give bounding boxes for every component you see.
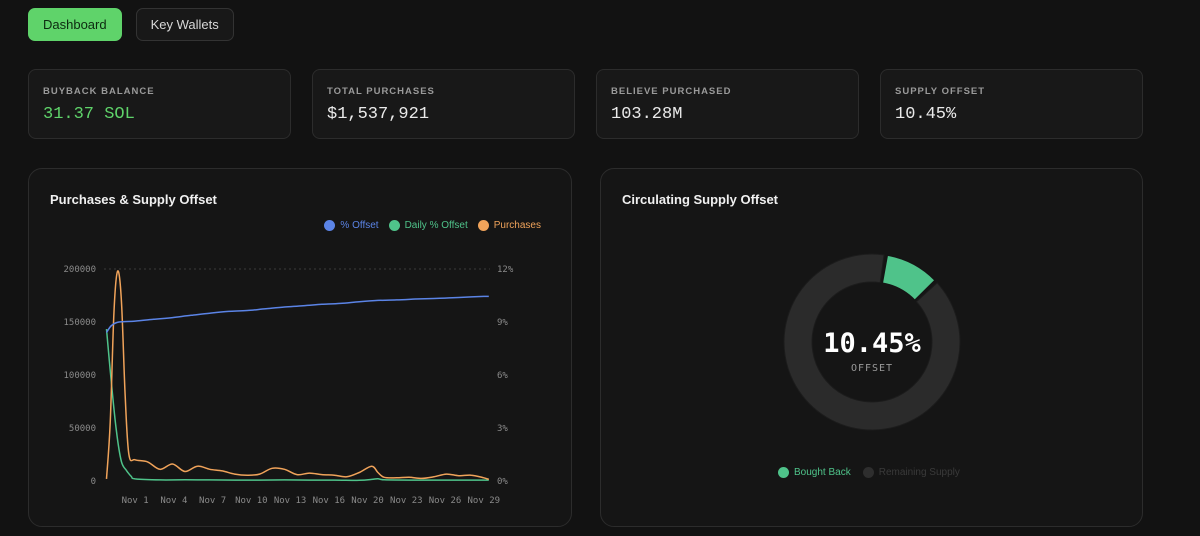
series-line-offset[interactable] — [105, 295, 489, 334]
stat-card-buyback-balance: BUYBACK BALANCE 31.37 SOL — [28, 69, 291, 139]
panel-title: Purchases & Supply Offset — [50, 192, 217, 207]
y-left-tick-label: 50000 — [69, 424, 96, 434]
y-left-tick-label: 200000 — [63, 265, 96, 275]
supply-offset-panel: Circulating Supply Offset 10.45% OFFSET B… — [600, 168, 1143, 527]
legend-label: % Offset — [340, 220, 379, 231]
donut-center-label: OFFSET — [851, 363, 893, 374]
x-tick-label: Nov 7 — [199, 496, 226, 506]
legend-item-remaining-supply[interactable]: Remaining Supply — [862, 467, 960, 478]
legend-label: Bought Back — [794, 467, 851, 478]
y-right-tick-label: 12% — [497, 265, 514, 275]
stat-label: TOTAL PURCHASES — [327, 86, 435, 97]
stat-label: BUYBACK BALANCE — [43, 86, 155, 97]
legend-item-purchases[interactable]: Purchases — [477, 220, 541, 231]
legend-swatch — [477, 220, 489, 231]
donut-slice-bought-back[interactable] — [881, 254, 936, 301]
donut-center-value: 10.45% — [823, 328, 921, 359]
donut-slice-remaining-supply[interactable] — [783, 253, 961, 431]
donut-legend: Bought Back Remaining Supply — [778, 467, 960, 478]
stat-card-total-purchases: TOTAL PURCHASES $1,537,921 — [312, 69, 575, 139]
x-tick-label: Nov 1 — [122, 496, 149, 506]
panel-title: Circulating Supply Offset — [622, 192, 779, 207]
stat-card-supply-offset: SUPPLY OFFSET 10.45% — [880, 69, 1143, 139]
stat-value: 31.37 SOL — [43, 105, 135, 124]
legend-item-bought-back[interactable]: Bought Back — [778, 467, 851, 478]
x-tick-label: Nov 23 — [390, 496, 423, 506]
stat-card-believe-purchased: BELIEVE PURCHASED 103.28M — [596, 69, 859, 139]
stat-value: 103.28M — [611, 105, 683, 124]
x-tick-label: Nov 16 — [313, 496, 346, 506]
stat-value: $1,537,921 — [327, 105, 430, 124]
y-left-tick-label: 150000 — [63, 318, 96, 328]
y-right-tick-label: 9% — [497, 318, 508, 328]
x-tick-label: Nov 13 — [274, 496, 307, 506]
legend-item-daily-offset[interactable]: Daily % Offset — [388, 220, 468, 231]
legend-swatch — [778, 467, 789, 478]
series-line-purchases[interactable] — [105, 270, 490, 481]
y-right-tick-label: 6% — [497, 371, 508, 381]
chart-legend: % Offset Daily % Offset Purchases — [324, 220, 541, 231]
series-line-daily-offset[interactable] — [105, 329, 489, 482]
donut-chart: 10.45% OFFSET — [783, 253, 961, 431]
purchases-chart-panel: Purchases & Supply Offset % Offset Daily… — [28, 168, 572, 527]
x-tick-label: Nov 26 — [429, 496, 462, 506]
legend-item-offset[interactable]: % Offset — [324, 220, 379, 231]
legend-swatch — [862, 467, 874, 478]
y-left-tick-label: 0 — [91, 477, 96, 487]
x-tick-label: Nov 4 — [160, 496, 187, 506]
x-tick-label: Nov 10 — [235, 496, 268, 506]
legend-swatch — [324, 220, 336, 231]
legend-swatch — [388, 220, 400, 231]
top-nav: Dashboard Key Wallets — [28, 8, 234, 41]
stat-label: SUPPLY OFFSET — [895, 86, 986, 97]
key-wallets-tab[interactable]: Key Wallets — [135, 8, 234, 41]
x-tick-label: Nov 20 — [351, 496, 384, 506]
line-chart: 0 50000 100000 150000 200000 0% 3% 6% 9% 12% Nov 1… — [63, 265, 514, 506]
stat-label: BELIEVE PURCHASED — [611, 86, 732, 97]
legend-label: Daily % Offset — [404, 220, 468, 231]
y-right-tick-label: 0% — [497, 477, 508, 487]
dashboard-tab[interactable]: Dashboard — [28, 8, 122, 41]
x-tick-label: Nov 29 — [468, 496, 501, 506]
legend-label: Purchases — [493, 220, 541, 231]
legend-label: Remaining Supply — [878, 467, 960, 478]
y-left-tick-label: 100000 — [63, 371, 96, 381]
stat-value: 10.45% — [895, 105, 957, 124]
y-right-tick-label: 3% — [497, 424, 508, 434]
